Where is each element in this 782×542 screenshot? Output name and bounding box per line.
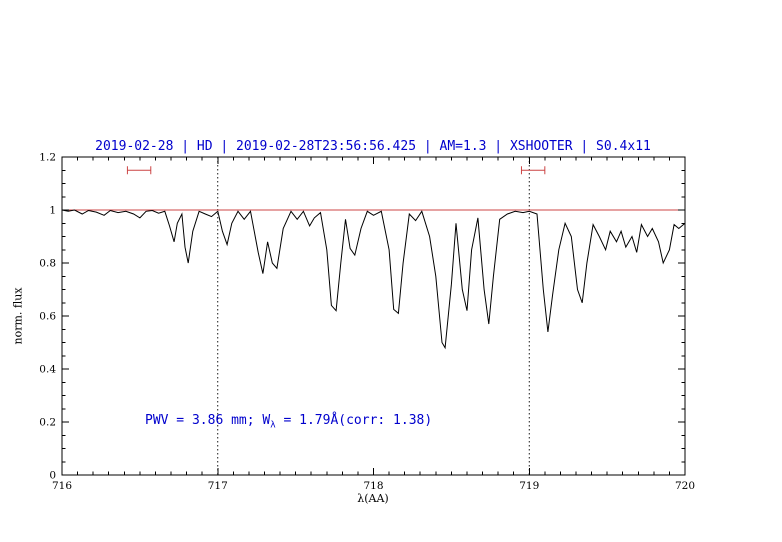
plot-title: 2019-02-28 | HD | 2019-02-28T23:56:56.42… (95, 139, 651, 154)
svg-text:719: 719 (519, 480, 539, 492)
svg-text:716: 716 (52, 480, 72, 492)
x-axis-label: λ(AA) (357, 492, 389, 505)
svg-text:0.8: 0.8 (39, 258, 56, 270)
svg-text:0: 0 (49, 470, 56, 482)
svg-text:0.4: 0.4 (39, 364, 56, 376)
svg-text:717: 717 (208, 480, 228, 492)
svg-text:1: 1 (49, 205, 56, 217)
pwv-annotation-suffix: = 1.79Å(corr: 1.38) (275, 413, 433, 428)
pwv-annotation-subscript: λ (270, 420, 276, 431)
svg-text:0.6: 0.6 (39, 311, 56, 323)
svg-text:718: 718 (363, 480, 383, 492)
pwv-annotation: PWV = 3.86 mm; Wλ = 1.79Å(corr: 1.38) (145, 413, 432, 431)
svg-text:720: 720 (675, 480, 695, 492)
svg-text:0.2: 0.2 (39, 417, 56, 429)
y-axis-label: norm. flux (11, 287, 25, 345)
svg-text:1.2: 1.2 (39, 152, 56, 164)
pwv-annotation-prefix: PWV = 3.86 mm; W (145, 413, 271, 428)
